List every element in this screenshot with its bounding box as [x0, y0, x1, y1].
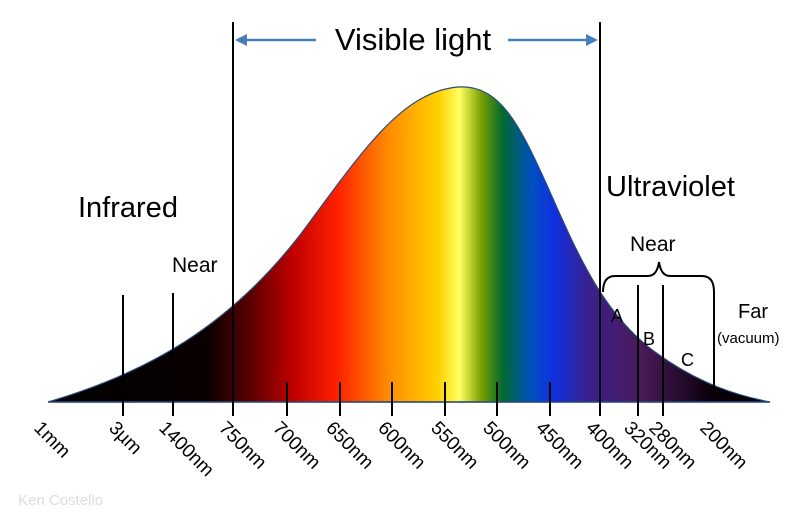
wavelength-label: 750nm: [214, 418, 270, 474]
credit: Ken Costello: [18, 492, 103, 509]
region-label: (vacuum): [717, 330, 780, 347]
region-label: A: [611, 306, 623, 326]
arrow-head: [586, 34, 598, 46]
region-label: B: [643, 329, 655, 349]
wavelength-label: 600nm: [373, 418, 429, 474]
wavelength-label: 1mm: [29, 418, 74, 463]
region-label: Infrared: [78, 192, 178, 224]
wavelength-label: 450nm: [531, 418, 587, 474]
title: Visible light: [335, 22, 492, 57]
region-label: Near: [172, 254, 218, 277]
arrow-head: [235, 34, 247, 46]
wavelength-label: 3µm: [104, 418, 145, 459]
wavelength-label: 650nm: [321, 418, 377, 474]
bracket: [602, 261, 715, 397]
region-label: Near: [630, 233, 676, 256]
wavelength-label: 200nm: [695, 418, 751, 474]
region-label: Far: [738, 301, 768, 323]
wavelength-label: 1400nm: [154, 418, 217, 481]
region-label: Ultraviolet: [606, 171, 735, 203]
region-label: C: [681, 350, 694, 370]
wavelength-label: 550nm: [426, 418, 482, 474]
spectrum-curve: [47, 86, 771, 403]
wavelength-label: 700nm: [268, 418, 324, 474]
wavelength-label: 500nm: [478, 418, 534, 474]
